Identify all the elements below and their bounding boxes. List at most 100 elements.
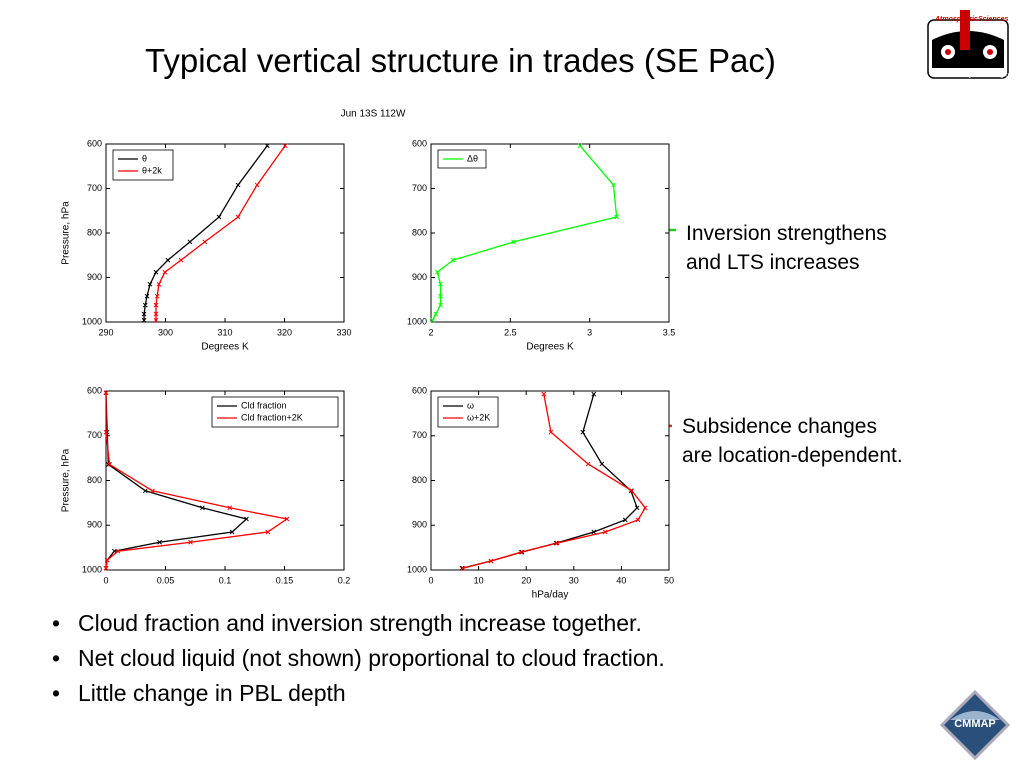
x-tick-label: 310 xyxy=(217,327,232,337)
y-tick-label: 1000 xyxy=(82,564,102,574)
annotation-line: Subsidence changes xyxy=(682,415,877,438)
legend-label: θ xyxy=(142,153,147,163)
point-marker xyxy=(265,529,271,535)
point-marker xyxy=(511,239,516,245)
point-marker xyxy=(629,488,635,494)
point-marker xyxy=(103,390,109,396)
x-axis-label: hPa/day xyxy=(532,590,569,601)
point-marker xyxy=(438,293,443,299)
logo-text: University of Washington xyxy=(946,73,1013,79)
point-marker xyxy=(642,505,648,511)
y-tick-label: 800 xyxy=(412,475,427,485)
point-marker xyxy=(103,429,109,435)
legend-label: Δθ xyxy=(467,153,478,163)
point-marker xyxy=(628,488,634,494)
series-line xyxy=(155,145,286,321)
y-tick-label: 900 xyxy=(87,272,102,282)
y-tick-label: 700 xyxy=(412,430,427,440)
point-marker xyxy=(106,462,111,467)
point-marker xyxy=(634,505,640,511)
annotation-line: Inversion strengthens xyxy=(686,222,887,245)
x-tick-label: 300 xyxy=(158,327,173,337)
point-marker xyxy=(459,565,465,571)
point-marker xyxy=(450,257,456,263)
point-marker xyxy=(460,565,466,571)
x-tick-label: 3.5 xyxy=(663,327,676,337)
x-tick-label: 30 xyxy=(569,575,579,585)
bullet-list: Cloud fraction and inversion strength in… xyxy=(52,606,665,711)
point-marker xyxy=(103,565,109,571)
figure-title: Jun 13S 112W xyxy=(341,109,406,120)
point-marker xyxy=(187,239,193,245)
x-tick-label: 20 xyxy=(521,575,531,585)
annotation: Subsidence changes are location-dependen… xyxy=(682,412,903,470)
point-marker xyxy=(438,281,443,287)
point-marker xyxy=(216,214,222,220)
point-marker xyxy=(104,557,110,563)
legend-label: ω+2K xyxy=(467,412,490,422)
legend-label: ω xyxy=(467,400,474,410)
legend-label: Cld fraction xyxy=(241,400,287,410)
point-marker xyxy=(104,557,110,563)
point-marker xyxy=(165,257,171,263)
point-marker xyxy=(488,558,494,564)
y-tick-label: 900 xyxy=(87,520,102,530)
series-line xyxy=(461,393,638,569)
point-marker xyxy=(104,429,110,435)
point-marker xyxy=(611,182,616,188)
series-line xyxy=(432,145,618,321)
bullet: Net cloud liquid (not shown) proportiona… xyxy=(52,641,665,676)
point-marker xyxy=(200,505,205,511)
cmmap-logo: CMMAP xyxy=(939,689,1011,761)
y-axis-label: Pressure, hPa xyxy=(61,448,72,512)
point-marker xyxy=(142,488,148,494)
y-tick-label: 600 xyxy=(412,385,427,395)
point-marker xyxy=(141,317,147,323)
point-marker xyxy=(488,558,494,564)
x-axis-label: Degrees K xyxy=(526,342,574,353)
point-marker xyxy=(115,548,121,554)
point-marker xyxy=(150,488,155,494)
annotation-line: and LTS increases xyxy=(686,251,860,274)
series-line xyxy=(143,145,268,321)
point-marker xyxy=(157,539,162,545)
plot-frame xyxy=(430,143,670,323)
legend-box xyxy=(211,396,339,428)
point-marker xyxy=(622,517,628,523)
legend-box xyxy=(112,149,174,181)
y-tick-label: 800 xyxy=(87,227,102,237)
point-marker xyxy=(284,516,290,522)
x-axis-label: Degrees K xyxy=(201,342,249,353)
x-tick-label: 320 xyxy=(277,327,292,337)
point-marker xyxy=(599,461,605,467)
y-tick-label: 800 xyxy=(412,227,427,237)
point-marker xyxy=(580,429,586,435)
point-marker xyxy=(282,143,288,149)
annotation: Inversion strengthens and LTS increases xyxy=(686,219,887,277)
x-tick-label: 2 xyxy=(428,327,433,337)
annotation-line: are location-dependent. xyxy=(682,444,903,467)
point-marker xyxy=(518,549,524,555)
y-tick-label: 700 xyxy=(87,183,102,193)
point-marker xyxy=(156,281,162,287)
y-tick-label: 600 xyxy=(412,138,427,148)
plot-frame xyxy=(105,390,345,571)
point-marker xyxy=(154,293,160,299)
y-tick-label: 900 xyxy=(412,272,427,282)
logo-text: Sciences xyxy=(978,16,1008,23)
point-marker xyxy=(264,143,270,149)
point-marker xyxy=(153,317,159,323)
point-marker xyxy=(614,214,619,220)
x-tick-label: 0.15 xyxy=(276,575,294,585)
point-marker xyxy=(144,293,150,299)
x-tick-label: 0.2 xyxy=(338,575,351,585)
bullet: Little change in PBL depth xyxy=(52,676,665,711)
point-marker xyxy=(188,539,193,545)
x-tick-label: 50 xyxy=(664,575,674,585)
point-marker xyxy=(147,281,153,287)
point-marker xyxy=(111,548,117,554)
logo-text: Atmospheric xyxy=(934,16,978,23)
x-tick-label: 0 xyxy=(428,575,433,585)
point-marker xyxy=(541,391,547,397)
y-tick-label: 600 xyxy=(87,138,102,148)
